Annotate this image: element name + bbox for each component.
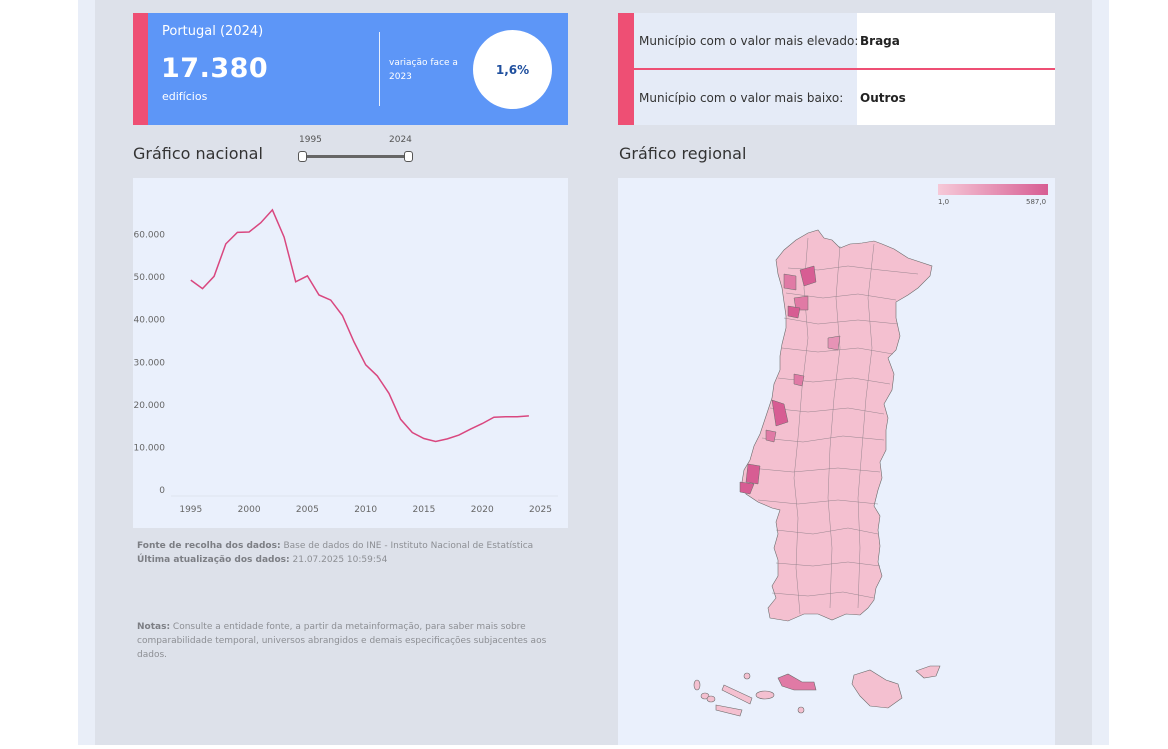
national-chart-title: Gráfico nacional bbox=[133, 144, 263, 163]
series-line[interactable] bbox=[190, 208, 529, 443]
slider-start-label: 1995 bbox=[299, 135, 322, 145]
regional-map-panel bbox=[618, 178, 1055, 745]
lowest-label: Município com o valor mais baixo: bbox=[639, 91, 844, 105]
map-legend-bar bbox=[938, 184, 1048, 195]
slider-end-handle[interactable] bbox=[404, 151, 413, 162]
y-tick-label: 20.000 bbox=[134, 401, 166, 411]
slider-start-handle[interactable] bbox=[298, 151, 307, 162]
high-value-municipalities bbox=[739, 265, 841, 495]
updated-label: Última atualização dos dados: bbox=[137, 555, 290, 565]
highest-value[interactable]: Braga bbox=[860, 34, 900, 48]
x-tick-label: 1995 bbox=[179, 505, 202, 515]
x-tick-label: 2020 bbox=[471, 505, 494, 515]
x-tick-label: 2000 bbox=[238, 505, 261, 515]
source-note: Fonte de recolha dos dados: Base de dado… bbox=[137, 539, 577, 567]
x-tick-label: 2025 bbox=[529, 505, 552, 515]
kpi-divider bbox=[379, 32, 380, 106]
x-tick-label: 2015 bbox=[412, 505, 435, 515]
kpi-accent-bar bbox=[133, 13, 148, 125]
islands bbox=[693, 665, 941, 717]
notes-value: Consulte a entidade fonte, a partir da m… bbox=[137, 622, 547, 660]
kpi-change-badge: 1,6% bbox=[473, 30, 552, 109]
highest-label: Município com o valor mais elevado: bbox=[639, 34, 859, 48]
kpi-change-value: 1,6% bbox=[495, 62, 530, 77]
national-line-chart[interactable]: 0 10.000 20.000 30.000 40.000 50.000 60.000 19… bbox=[133, 178, 568, 528]
municipality-accent-bar bbox=[618, 13, 634, 125]
y-tick-label: 30.000 bbox=[134, 358, 166, 368]
kpi-title: Portugal (2024) bbox=[162, 24, 264, 39]
x-tick-label: 2005 bbox=[296, 505, 319, 515]
kpi-change-label: variação face a 2023 bbox=[389, 58, 458, 82]
municipality-card: Município com o valor mais elevado: Brag… bbox=[618, 13, 1055, 125]
mainland-portugal-shape[interactable] bbox=[741, 229, 933, 622]
lowest-value[interactable]: Outros bbox=[860, 91, 906, 105]
x-tick-label: 2010 bbox=[354, 505, 377, 515]
kpi-unit: edifícios bbox=[162, 90, 208, 103]
y-tick-label: 60.000 bbox=[134, 231, 166, 241]
source-value: Base de dados do INE - Instituto Naciona… bbox=[283, 541, 534, 551]
regional-chart-title: Gráfico regional bbox=[619, 144, 747, 163]
y-tick-label: 40.000 bbox=[134, 316, 166, 326]
municipality-row-divider bbox=[634, 68, 1055, 70]
source-label: Fonte de recolha dos dados: bbox=[137, 541, 281, 551]
national-chart-panel: 0 10.000 20.000 30.000 40.000 50.000 60.000 19… bbox=[133, 178, 568, 528]
slider-end-label: 2024 bbox=[389, 135, 412, 145]
map-legend-min: 1,0 bbox=[938, 198, 950, 206]
kpi-value: 17.380 bbox=[161, 53, 269, 84]
year-range-slider[interactable] bbox=[302, 155, 408, 158]
y-tick-label: 0 bbox=[159, 486, 165, 496]
updated-value: 21.07.2025 10:59:54 bbox=[292, 555, 388, 565]
y-tick-label: 10.000 bbox=[134, 443, 166, 453]
notes-block: Notas: Consulte a entidade fonte, a part… bbox=[137, 620, 562, 662]
notes-label: Notas: bbox=[137, 622, 171, 632]
kpi-card: Portugal (2024) 17.380 edifícios variaçã… bbox=[133, 13, 568, 125]
map-legend-max: 587,0 bbox=[1026, 198, 1047, 206]
portugal-choropleth-map[interactable] bbox=[618, 178, 1055, 745]
y-tick-label: 50.000 bbox=[134, 273, 166, 283]
